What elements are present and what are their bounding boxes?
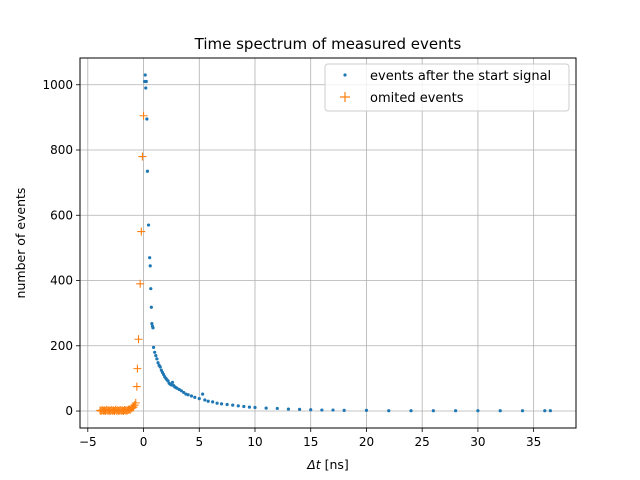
event-point (297, 407, 302, 412)
omited-event-point (137, 227, 146, 236)
axis-ticks: −5 0 5 10 15 20 25 30 35 0 200 400 600 800 1000 (42, 78, 541, 449)
event-point (320, 408, 324, 412)
event-point (331, 408, 335, 412)
event-point (215, 401, 219, 405)
x-axis-label: Δt [ns] (306, 457, 349, 472)
event-point (498, 409, 502, 413)
event-point (201, 392, 205, 396)
event-point (211, 400, 215, 404)
event-point (158, 365, 162, 369)
series-layer (96, 73, 552, 416)
event-point (149, 287, 153, 291)
event-point (145, 169, 150, 173)
event-point (189, 394, 194, 398)
legend-box (324, 63, 570, 112)
event-point (309, 408, 313, 412)
event-point (264, 406, 268, 410)
event-point (154, 353, 158, 358)
legend-label-series-1: omited events (370, 91, 464, 106)
omited-event-point (134, 335, 143, 344)
omited-event-point (139, 111, 148, 120)
event-point (242, 404, 246, 409)
event-point (143, 73, 147, 77)
event-point (387, 409, 391, 413)
event-point (150, 321, 154, 326)
event-point (548, 409, 552, 413)
event-point (146, 223, 151, 227)
x-tick-label: 5 (195, 435, 203, 449)
legend-marker-series-0 (343, 73, 347, 77)
legend: events after the start signal omited eve… (324, 63, 570, 112)
event-point (219, 402, 224, 406)
event-point (151, 326, 155, 330)
event-point (151, 345, 156, 350)
omited-event-point (138, 152, 147, 161)
y-tick-label: 0 (65, 404, 73, 418)
omited-event-point (133, 364, 142, 373)
event-point (454, 409, 458, 413)
y-tick-label: 600 (50, 208, 73, 222)
x-tick-label: 25 (415, 435, 430, 449)
event-point (231, 403, 235, 407)
event-point (253, 405, 257, 410)
event-point (431, 409, 435, 413)
event-point (409, 409, 413, 413)
legend-label-series-0: events after the start signal (370, 69, 551, 84)
y-tick-label: 1000 (42, 78, 73, 92)
x-tick-label: 35 (526, 435, 541, 449)
event-point (149, 305, 153, 309)
x-axis-label-symbol: Δt (306, 457, 322, 472)
event-point (342, 408, 346, 412)
event-point (148, 256, 152, 260)
event-point (144, 79, 148, 84)
event-point (170, 380, 175, 384)
x-axis-label-unit: [ns] (321, 457, 349, 472)
event-point (203, 398, 207, 402)
event-point (144, 86, 148, 90)
event-point (145, 117, 149, 121)
event-point (476, 409, 480, 413)
event-point (148, 264, 152, 268)
omited-event-point (131, 398, 140, 407)
event-point (275, 406, 279, 411)
event-point (364, 408, 369, 412)
event-point (225, 402, 229, 407)
x-tick-label: 0 (140, 435, 148, 449)
y-tick-label: 200 (50, 339, 73, 353)
event-point (193, 395, 197, 399)
event-point (182, 390, 186, 395)
event-point (286, 407, 291, 411)
x-tick-label: 10 (247, 435, 262, 449)
event-point (156, 361, 160, 365)
event-point (179, 389, 184, 393)
omited-event-point (129, 403, 138, 412)
omited-event-point (136, 279, 145, 288)
chart-title: Time spectrum of measured events (194, 35, 462, 53)
event-point (236, 404, 240, 408)
event-point (153, 350, 157, 354)
x-tick-label: 30 (470, 435, 485, 449)
event-point (520, 409, 525, 413)
legend-marker-series-1 (340, 92, 350, 102)
event-point (543, 409, 547, 413)
x-tick-label: −5 (79, 435, 97, 449)
axes-frame (79, 57, 577, 429)
y-axis-label: number of events (13, 188, 28, 299)
event-point (197, 397, 201, 401)
omited-event-point (132, 382, 141, 391)
x-tick-label: 15 (303, 435, 318, 449)
y-tick-label: 800 (50, 143, 73, 157)
event-point (247, 405, 252, 409)
event-point (186, 393, 190, 397)
event-point (155, 357, 159, 361)
y-tick-label: 400 (50, 274, 73, 288)
event-point (206, 399, 210, 403)
x-tick-label: 20 (359, 435, 374, 449)
